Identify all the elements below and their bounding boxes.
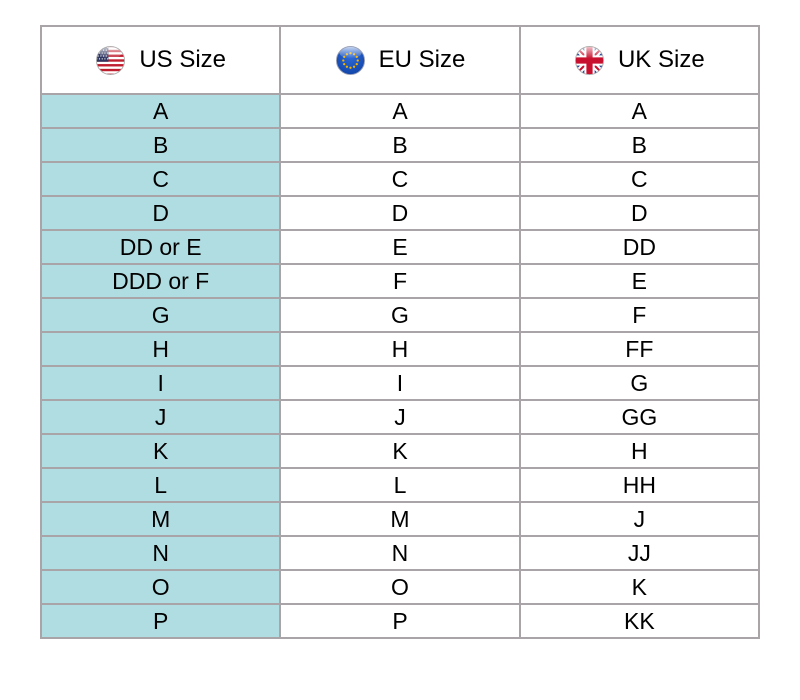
header-eu-size: EU Size: [279, 25, 521, 95]
uk-size-cell: F: [518, 297, 761, 333]
header-us-label: US Size: [139, 46, 227, 73]
us-size-cell: N: [39, 535, 282, 571]
us-size-cell: DDD or F: [39, 263, 282, 299]
header-uk-size: UK Size: [518, 25, 761, 95]
header-us-size: US Size: [39, 25, 282, 95]
us-size-cell: A: [39, 93, 282, 129]
us-size-cell: DD or E: [39, 229, 282, 265]
uk-size-cell: GG: [518, 399, 761, 435]
us-size-cell: H: [39, 331, 282, 367]
uk-size-cell: JJ: [518, 535, 761, 571]
table-row: N N JJ: [39, 535, 761, 571]
uk-size-cell: J: [518, 501, 761, 537]
us-size-cell: P: [39, 603, 282, 639]
uk-size-cell: H: [518, 433, 761, 469]
eu-size-cell: B: [279, 127, 521, 163]
table-header: US Size: [39, 25, 761, 95]
us-size-cell: C: [39, 161, 282, 197]
eu-size-cell: D: [279, 195, 521, 231]
us-size-cell: I: [39, 365, 282, 401]
uk-size-cell: B: [518, 127, 761, 163]
eu-size-cell: I: [279, 365, 521, 401]
header-eu-label: EU Size: [378, 46, 466, 73]
uk-size-cell: KK: [518, 603, 761, 639]
header-uk-label: UK Size: [617, 46, 705, 73]
header-eu-group: EU Size: [282, 45, 517, 76]
uk-size-cell: D: [518, 195, 761, 231]
uk-flag-icon: [574, 45, 604, 75]
header-uk-group: UK Size: [522, 45, 757, 76]
eu-size-cell: E: [279, 229, 521, 265]
us-size-cell: J: [39, 399, 282, 435]
header-row: US Size: [39, 25, 761, 95]
eu-size-cell: C: [279, 161, 521, 197]
uk-size-cell: G: [518, 365, 761, 401]
us-size-cell: D: [39, 195, 282, 231]
us-size-cell: O: [39, 569, 282, 605]
eu-size-cell: N: [279, 535, 521, 571]
eu-size-cell: P: [279, 603, 521, 639]
us-size-cell: G: [39, 297, 282, 333]
eu-flag-icon: [335, 45, 365, 75]
us-size-cell: K: [39, 433, 282, 469]
eu-size-cell: H: [279, 331, 521, 367]
eu-size-cell: K: [279, 433, 521, 469]
us-size-cell: B: [39, 127, 282, 163]
uk-size-cell: A: [518, 93, 761, 129]
table-row: DD or E E DD: [39, 229, 761, 265]
table-row: P P KK: [39, 603, 761, 639]
us-flag-icon: [96, 45, 126, 75]
eu-size-cell: G: [279, 297, 521, 333]
uk-size-cell: DD: [518, 229, 761, 265]
table-row: L L HH: [39, 467, 761, 503]
header-us-group: US Size: [43, 45, 278, 76]
eu-size-cell: O: [279, 569, 521, 605]
eu-size-cell: A: [279, 93, 521, 129]
table-row: H H FF: [39, 331, 761, 367]
uk-size-cell: FF: [518, 331, 761, 367]
size-conversion-table: US Size: [39, 25, 761, 639]
eu-size-cell: J: [279, 399, 521, 435]
eu-size-cell: L: [279, 467, 521, 503]
table-row: J J GG: [39, 399, 761, 435]
uk-size-cell: HH: [518, 467, 761, 503]
eu-size-cell: M: [279, 501, 521, 537]
eu-size-cell: F: [279, 263, 521, 299]
uk-size-cell: C: [518, 161, 761, 197]
table-body: A A A B B B C C C D D D DD or E E DD DDD or F F E G G F H H FF I…: [39, 93, 761, 639]
us-size-cell: L: [39, 467, 282, 503]
us-size-cell: M: [39, 501, 282, 537]
uk-size-cell: K: [518, 569, 761, 605]
uk-size-cell: E: [518, 263, 761, 299]
